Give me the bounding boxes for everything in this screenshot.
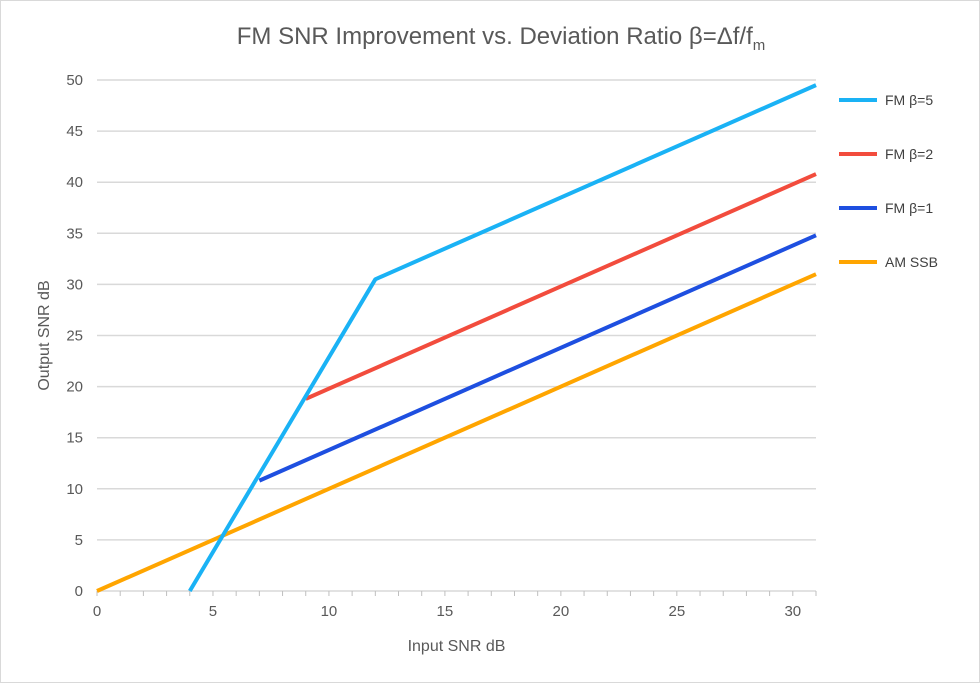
x-tick-label: 15 [437,603,454,620]
chart-title-subscript: m [752,36,766,54]
x-tick-label: 30 [784,603,801,620]
legend-label: AM SSB [885,254,938,270]
y-tick-label: 50 [66,72,83,89]
legend-label: FM β=1 [885,200,933,216]
x-axis-label: Input SNR dB [408,638,506,655]
x-tick-label: 10 [321,603,338,620]
y-tick-label: 0 [75,583,83,600]
x-tick-label: 25 [668,603,685,620]
y-tick-label: 5 [75,532,83,549]
y-tick-label: 15 [66,430,83,447]
series-line [188,83,817,593]
y-tick-label: 35 [66,225,83,242]
x-tick-label: 5 [209,603,217,620]
y-tick-label: 10 [66,481,83,498]
legend-label: FM β=2 [885,146,933,162]
legend-label: FM β=5 [885,92,933,108]
y-tick-label: 45 [66,123,83,140]
series-line [304,172,817,401]
y-tick-label: 40 [66,174,83,191]
y-tick-label: 25 [66,328,83,345]
series-line [258,233,817,483]
x-tick-label: 20 [553,603,570,620]
chart-title-text: FM SNR Improvement vs. Deviation Ratio β… [236,23,753,50]
y-tick-label: 30 [66,276,83,293]
series-line [96,272,817,593]
y-axis-label: Output SNR dB [36,280,53,390]
y-tick-label: 20 [66,379,83,396]
x-tick-label: 0 [93,603,101,620]
chart-title: FM SNR Improvement vs. Deviation Ratio β… [1,23,980,54]
